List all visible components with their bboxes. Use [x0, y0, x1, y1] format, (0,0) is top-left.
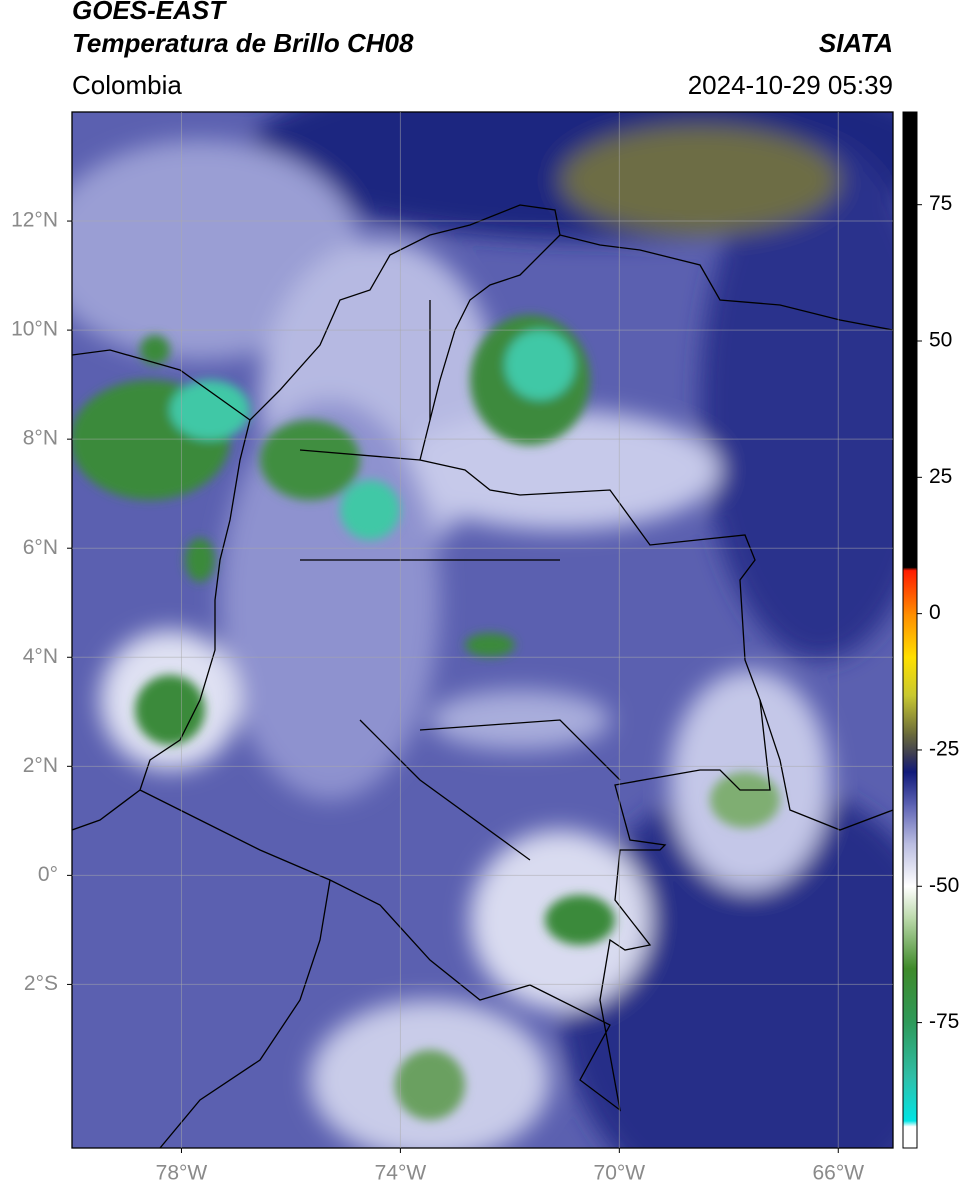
- colorbar-tick-label: 50: [929, 329, 952, 352]
- colorbar-segment: [903, 968, 917, 1024]
- x-tick-label: 70°W: [594, 1162, 646, 1185]
- x-tick-label: 66°W: [812, 1162, 864, 1185]
- colorbar-segment: [903, 657, 917, 696]
- y-tick-label: 6°N: [23, 536, 58, 559]
- y-tick-label: 12°N: [11, 209, 58, 232]
- source: SIATA: [819, 28, 893, 58]
- colorbar-tick-label: 0: [929, 601, 941, 624]
- colorbar-segment: [903, 918, 917, 969]
- timestamp: 2024-10-29 05:39: [688, 70, 893, 100]
- colorbar-segment: [903, 733, 917, 756]
- satellite-image: [72, 112, 893, 1148]
- colorbar-tick-label: -25: [929, 738, 959, 761]
- colorbar-segment: [903, 695, 917, 735]
- y-tick-label: 8°N: [23, 427, 58, 450]
- colorbar-tick-label: 25: [929, 465, 952, 488]
- colorbar-segment: [903, 112, 917, 568]
- colorbar: 75 50 25 0 -25 -50 -75: [902, 111, 959, 1149]
- title: GOES-EAST: [72, 0, 227, 25]
- y-tick-label: 2°N: [23, 754, 58, 777]
- region: Colombia: [72, 70, 182, 100]
- colorbar-segment: [903, 1120, 917, 1127]
- colorbar-tick-label: -75: [929, 1010, 959, 1033]
- colorbar-segment: [903, 1077, 917, 1122]
- colorbar-segment: [903, 771, 917, 805]
- colorbar-segment: [903, 755, 917, 773]
- colorbar-segment: [903, 804, 917, 844]
- x-tick-label: 74°W: [375, 1162, 427, 1185]
- map-frame: [71, 111, 894, 1149]
- colorbar-frame: [902, 111, 918, 1149]
- colorbar-segment: [903, 842, 917, 887]
- colorbar-segment: [903, 570, 917, 615]
- colorbar-segment: [903, 886, 917, 920]
- colorbar-segment: [903, 567, 917, 571]
- borders: [72, 204, 893, 1148]
- subtitle: Temperatura de Brillo CH08: [72, 28, 414, 58]
- y-tick-label: 10°N: [11, 318, 58, 341]
- y-tick-label: 0°: [38, 863, 58, 886]
- colorbar-tick-label: 75: [929, 192, 952, 215]
- colorbar-segment: [903, 1022, 917, 1078]
- colorbar-segment: [903, 1126, 917, 1149]
- x-tick-label: 78°W: [156, 1162, 208, 1185]
- colorbar-segment: [903, 613, 917, 658]
- colorbar-tick-label: -50: [929, 874, 959, 897]
- y-tick-label: 4°N: [23, 645, 58, 668]
- y-tick-label: 2°S: [24, 972, 58, 995]
